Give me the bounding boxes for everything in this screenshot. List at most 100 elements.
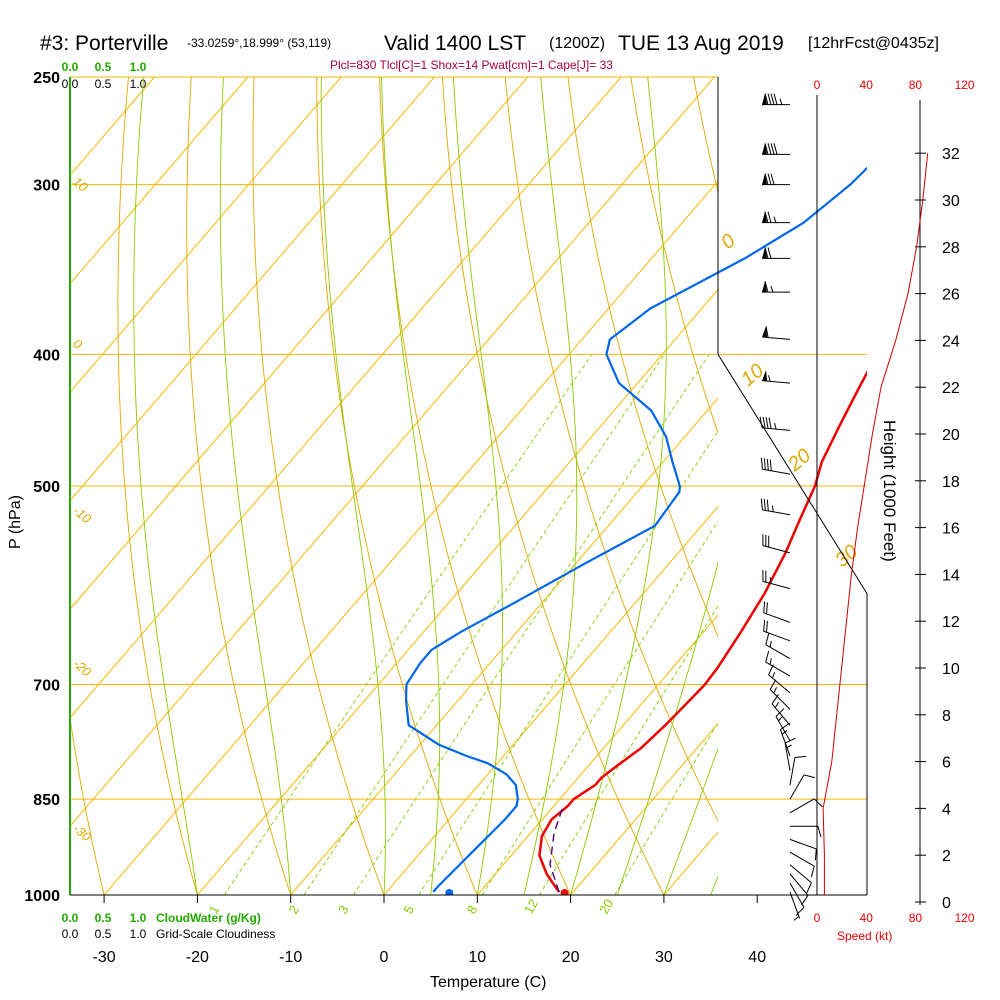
wind-barb <box>768 664 791 694</box>
wind-barb-full <box>769 459 772 471</box>
height-tick-label: 10 <box>942 661 960 678</box>
x-axis-title: Temperature (C) <box>430 974 546 991</box>
wind-barb-flag <box>762 173 767 185</box>
x-tick-label: 40 <box>748 949 766 966</box>
dry-adiabat-label: 30 <box>831 541 862 572</box>
speed-tick-bottom: 120 <box>955 911 975 925</box>
wind-barb <box>762 93 790 106</box>
wind-barb-full <box>773 93 778 105</box>
wind-barb-flag <box>762 326 768 338</box>
wind-barb-staff <box>789 882 805 908</box>
isotherm-line <box>70 77 342 393</box>
wind-barb-full <box>763 619 766 632</box>
wind-barb-half <box>785 744 792 749</box>
dry-adiabat-label: 10 <box>70 174 91 195</box>
cloudiness-tick-top: 1.0 <box>130 77 147 91</box>
height-tick-label: 22 <box>942 380 960 397</box>
mixing-ratio-line <box>303 354 665 895</box>
wind-barb-full <box>764 211 769 223</box>
cloudwater-tick-top: 0.5 <box>95 60 112 74</box>
dry-adiabat-line <box>316 77 478 895</box>
wind-barb-full <box>765 650 770 663</box>
mixing-ratio-label: 2 <box>286 903 303 917</box>
wind-barb-full <box>806 882 812 894</box>
wind-barb-staff <box>789 891 801 919</box>
height-tick-label: 32 <box>942 146 960 163</box>
dry-adiabat-label: -30 <box>70 821 95 845</box>
isotherm-line <box>70 77 715 827</box>
wind-barb-staff <box>762 580 791 590</box>
wind-barb-staff <box>769 689 791 710</box>
surface-temperature-dot <box>560 889 569 895</box>
moist-adiabat-line <box>381 77 441 895</box>
wind-barb <box>789 864 812 894</box>
cloudwater-tick-bottom: 1.0 <box>130 911 147 925</box>
mixing-ratio-label: 8 <box>464 903 481 917</box>
wind-barb-full <box>773 143 778 155</box>
wind-barb-staff <box>762 545 791 554</box>
forecast-label: [12hrFcst@0435z] <box>808 35 939 52</box>
dry-adiabat-line <box>117 77 198 895</box>
surface-dewpoint-dot <box>445 889 454 895</box>
moist-adiabat-line <box>663 747 718 895</box>
dry-adiabat-line <box>186 77 292 895</box>
height-tick-label: 4 <box>942 801 951 818</box>
speed-tick-bottom: 80 <box>909 911 923 925</box>
wind-barb-full <box>769 679 777 690</box>
y-axis-title: P (hPa) <box>7 495 24 549</box>
height-axis-title: Height (1000 Feet) <box>880 420 899 562</box>
speed-axis-title: Speed (kt) <box>837 929 892 943</box>
wind-barb-full <box>771 694 779 705</box>
dewpoint-trace <box>404 166 867 893</box>
wind-barb-full <box>784 737 796 744</box>
wind-barb-full <box>770 173 775 185</box>
valid-date: TUE 13 Aug 2019 <box>618 32 784 55</box>
cloudwater-scale-label: CloudWater (g/Kg) <box>156 911 261 925</box>
wind-barb-staff <box>762 468 791 475</box>
height-tick-label: 6 <box>942 755 951 772</box>
wind-barb <box>762 143 790 155</box>
wind-barb-full <box>764 143 769 155</box>
wind-barb-full <box>770 93 775 105</box>
wind-barb <box>771 694 791 726</box>
height-tick-label: 14 <box>942 567 960 584</box>
wind-barb-half <box>779 98 783 105</box>
wind-barb-full <box>795 906 805 916</box>
pressure-tick-label: 300 <box>33 178 60 195</box>
wind-barb-full <box>813 798 823 808</box>
cloudiness-tick-bottom: 0.5 <box>95 927 112 941</box>
x-tick-label: 30 <box>655 949 673 966</box>
wind-barb-staff <box>763 612 791 623</box>
mixing-ratio-line <box>481 520 718 895</box>
wind-barb-full <box>762 416 766 429</box>
wind-barb-full <box>764 281 769 293</box>
moist-adiabat-line <box>523 77 578 895</box>
wind-barb <box>789 798 823 814</box>
dry-adiabat-label: 0 <box>717 230 740 254</box>
isotherm-line <box>70 77 249 285</box>
pressure-tick-label: 1000 <box>24 888 60 905</box>
cloudwater-tick-top: 1.0 <box>130 60 147 74</box>
wind-barb-half <box>774 701 779 708</box>
wind-barb-staff <box>765 644 791 660</box>
wind-barb-full <box>760 457 763 470</box>
cloudiness-tick-bottom: 1.0 <box>130 927 147 941</box>
wind-barb-full <box>763 458 766 470</box>
wind-barb-half <box>781 729 788 735</box>
wind-barb-full <box>760 498 763 510</box>
wind-barb <box>779 722 791 757</box>
wind-barb-half <box>770 286 774 293</box>
cloudwater-tick-bottom: 0.0 <box>62 911 79 925</box>
wind-barbs <box>759 93 823 921</box>
x-tick-label: 20 <box>562 949 580 966</box>
pressure-tick-label: 850 <box>33 792 60 809</box>
axes: -30 -20 -10 0 10 20 30 400246810121416182022242… <box>69 77 975 966</box>
moist-adiabat-line <box>320 77 386 895</box>
dry-adiabat-line <box>70 714 105 895</box>
wind-barb-full <box>764 93 769 105</box>
x-tick-label: 0 <box>380 949 389 966</box>
station-coords: -33.0259°,18.999° (53,119) <box>187 36 331 50</box>
isotherm-line <box>103 180 718 895</box>
